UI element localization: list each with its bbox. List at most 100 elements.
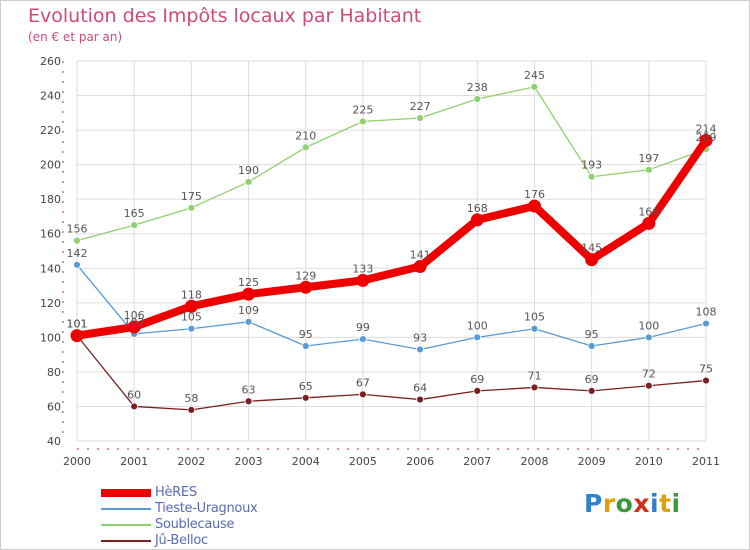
data-point [413, 260, 427, 274]
x-tick-label: 2005 [349, 455, 377, 468]
data-label: 67 [356, 376, 370, 389]
data-point [73, 260, 81, 269]
chart-subtitle: (en € et par an) [28, 30, 123, 44]
data-label: 106 [124, 309, 145, 322]
legend-item: Tieste-Uragnoux [101, 501, 361, 517]
series-line-0 [76, 138, 710, 340]
legend-label: Tieste-Uragnoux [155, 501, 258, 516]
data-point [702, 376, 710, 385]
data-point [242, 287, 256, 301]
data-label: 93 [413, 331, 427, 344]
data-label: 72 [642, 368, 656, 381]
legend-item: Soublecause [101, 517, 361, 533]
data-point [244, 178, 253, 186]
data-label: 245 [524, 69, 545, 82]
data-point [702, 319, 710, 328]
data-point [301, 143, 310, 152]
data-point [644, 333, 653, 342]
data-point [356, 273, 370, 287]
data-label: 63 [242, 383, 256, 396]
data-label: 238 [467, 81, 488, 94]
y-tick-label: 240 [40, 90, 61, 103]
legend-swatch [101, 524, 151, 526]
data-point [473, 387, 482, 395]
data-point [359, 117, 367, 126]
data-label: 95 [585, 328, 599, 341]
logo-letter: t [659, 489, 672, 518]
data-point [587, 342, 596, 350]
data-point [127, 320, 141, 334]
data-point [530, 324, 539, 333]
data-label: 165 [124, 207, 145, 220]
data-point [416, 114, 424, 122]
data-label: 210 [295, 129, 316, 142]
data-point [244, 397, 253, 406]
data-point [587, 172, 596, 181]
data-point [244, 317, 253, 326]
data-label: 129 [295, 269, 316, 282]
data-label: 109 [238, 304, 259, 317]
data-point [70, 329, 84, 343]
legend-label: Soublecause [155, 517, 235, 532]
data-label: 166 [638, 205, 659, 218]
legend-label: Jû-Belloc [155, 533, 208, 548]
y-tick-label: 120 [40, 297, 61, 310]
legend-swatch [101, 508, 151, 510]
series-line-3 [76, 335, 707, 411]
data-label: 176 [524, 188, 545, 201]
data-point [644, 165, 653, 174]
data-label: 95 [299, 328, 313, 341]
x-tick-label: 2002 [177, 455, 205, 468]
legend-swatch [101, 540, 151, 542]
y-tick-label: 200 [40, 159, 61, 172]
x-tick-label: 2003 [235, 455, 263, 468]
data-point [416, 345, 424, 354]
data-label: 118 [181, 288, 202, 301]
line-chart: 40 60 80 100 120 140 160 180 200 220 240 260 2000 200… [40, 55, 720, 468]
y-tick-label: 180 [40, 193, 61, 206]
data-point [530, 83, 539, 91]
logo-letter: x [633, 489, 650, 518]
data-point [359, 335, 367, 343]
x-tick-label: 2007 [463, 455, 491, 468]
data-point [184, 299, 198, 313]
x-tick-label: 2004 [292, 455, 320, 468]
data-point [642, 216, 656, 230]
data-label: 197 [638, 152, 659, 165]
data-label: 64 [413, 382, 427, 395]
data-label: 100 [467, 319, 488, 332]
data-label: 225 [352, 103, 373, 116]
data-label: 141 [410, 249, 431, 262]
data-point [187, 324, 196, 333]
proxiti-logo: Proxiti [584, 489, 681, 518]
legend-label: HèRES [155, 485, 197, 500]
data-point [73, 236, 81, 245]
data-label: 209 [696, 131, 717, 144]
y-tick-label: 100 [40, 331, 61, 344]
x-tick-label: 2010 [635, 455, 663, 468]
data-point [530, 383, 539, 392]
data-label: 69 [585, 373, 599, 386]
y-tick-label: 140 [40, 262, 61, 275]
x-tick-label: 2001 [120, 455, 148, 468]
data-point [187, 406, 196, 414]
data-point [527, 199, 541, 213]
data-label: 175 [181, 190, 202, 203]
x-tick-label: 2009 [578, 455, 606, 468]
data-point [301, 393, 310, 402]
data-label: 60 [127, 388, 141, 401]
data-point [416, 395, 424, 404]
logo-letter: r [602, 489, 616, 518]
data-point [473, 333, 482, 342]
data-point [130, 402, 139, 411]
data-label: 227 [410, 100, 431, 113]
data-label: 101 [67, 318, 88, 331]
data-point [299, 280, 313, 294]
data-label: 65 [299, 380, 313, 393]
x-tick-label: 2006 [406, 455, 434, 468]
data-point [130, 221, 139, 229]
data-label: 190 [238, 164, 259, 177]
data-point [699, 133, 713, 147]
data-label: 145 [581, 242, 602, 255]
